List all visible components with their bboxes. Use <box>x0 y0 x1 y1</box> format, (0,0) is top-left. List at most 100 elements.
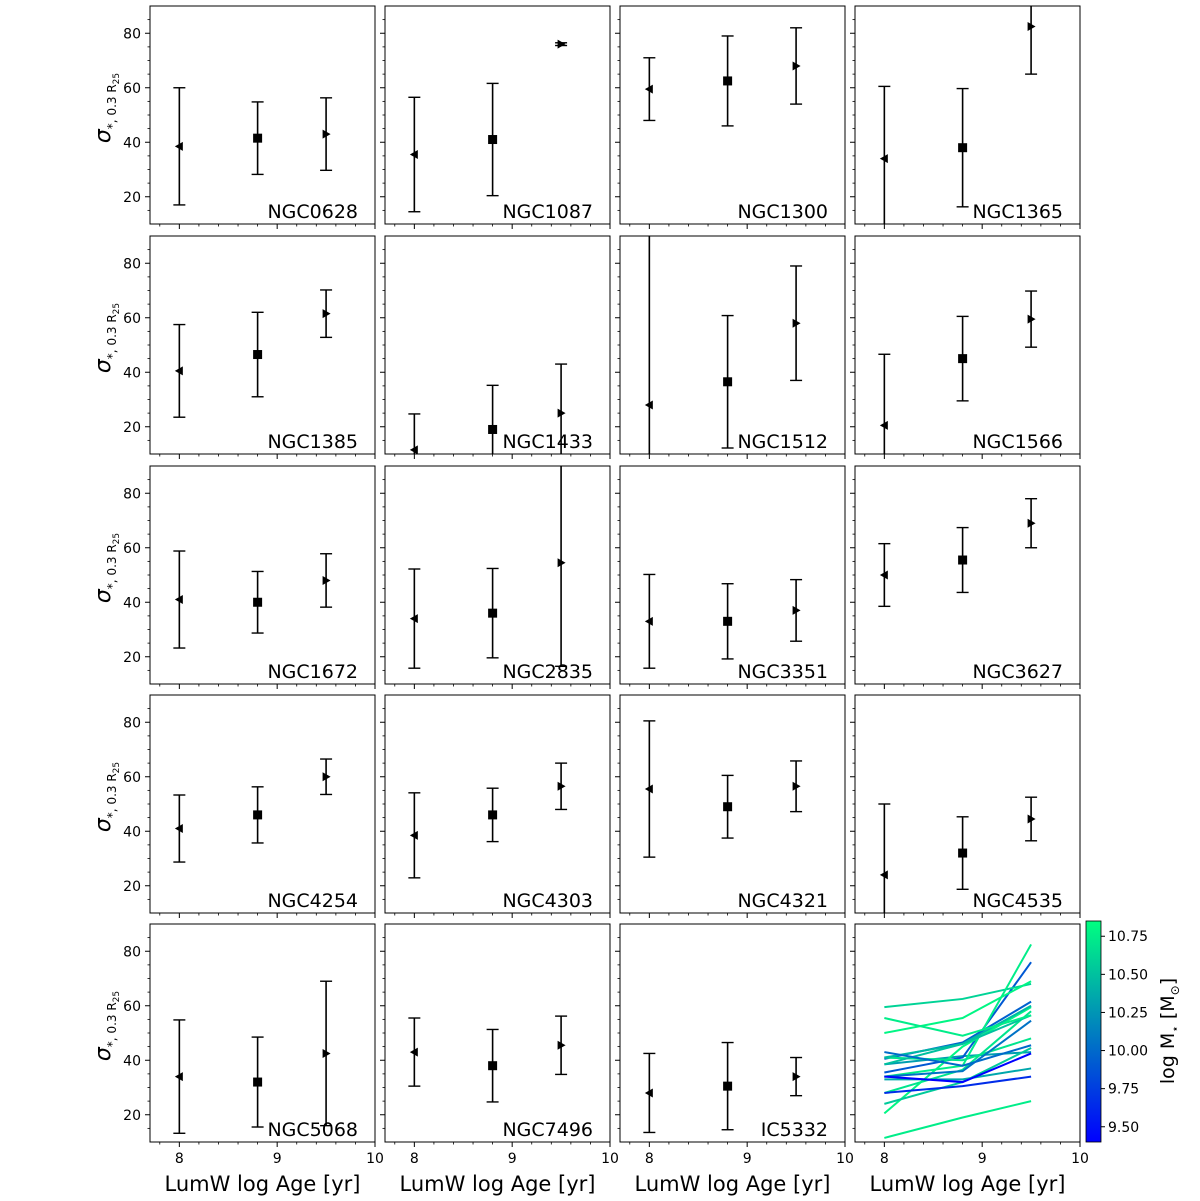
y-axis-label: σ*, 0.3 R25 <box>91 991 122 1061</box>
x-axis-label: LumW log Age [yr] <box>635 1172 831 1196</box>
y-label-subsubscript: 25 <box>112 533 122 544</box>
colorbar-gradient <box>1085 920 1102 1143</box>
y-label-subscript: *, 0.3 R <box>105 773 119 818</box>
plot-area <box>173 980 333 1134</box>
data-point <box>409 445 418 454</box>
data-point <box>409 150 418 160</box>
x-axis-label: LumW log Age [yr] <box>400 1172 596 1196</box>
y-label-subsubscript: 25 <box>112 762 122 773</box>
plot-area <box>173 289 333 418</box>
panel: NGC1087 <box>380 5 611 229</box>
data-point <box>174 1072 183 1082</box>
y-label-symbol: σ <box>91 358 116 373</box>
data-point <box>792 318 801 328</box>
data-point <box>409 614 418 624</box>
y-tick-label: 80 <box>123 26 141 42</box>
plot-area <box>643 1041 803 1134</box>
colorbar-label-unit-sub: ⊙ <box>1168 985 1182 995</box>
panel-frame <box>854 465 1081 685</box>
galaxy-name-label: NGC1385 <box>267 431 358 453</box>
plot-area <box>173 550 333 649</box>
y-label-symbol: σ <box>91 817 116 832</box>
galaxy-name-label: IC5332 <box>761 1119 828 1141</box>
data-point <box>723 377 733 387</box>
data-point <box>792 781 801 791</box>
plot-area <box>878 6 1038 224</box>
colorbar-label-unit: [M <box>1157 995 1179 1025</box>
data-point <box>322 575 331 585</box>
data-point <box>322 772 331 782</box>
galaxy-name-label: NGC2835 <box>502 661 593 683</box>
plot-area <box>643 27 803 127</box>
data-point <box>557 781 566 791</box>
panel: NGC1512 <box>615 235 846 459</box>
y-label-subscript: *, 0.3 R <box>105 1002 119 1047</box>
y-tick-label: 20 <box>123 650 141 666</box>
y-label-subsubscript: 25 <box>112 303 122 314</box>
data-point <box>1027 21 1036 31</box>
x-tick-label: 9 <box>273 1151 282 1167</box>
y-tick-label: 60 <box>123 770 141 786</box>
data-point <box>253 597 263 607</box>
mass-line <box>884 980 1032 1034</box>
panel-frame <box>149 923 376 1143</box>
data-point <box>174 366 183 376</box>
data-point <box>879 154 888 164</box>
data-point <box>557 558 566 568</box>
y-axis-label: σ*, 0.3 R25 <box>91 73 122 143</box>
mass-line <box>884 1019 1032 1078</box>
panel: NGC1433 <box>380 235 611 459</box>
data-point <box>958 555 968 565</box>
y-axis-label: σ*, 0.3 R25 <box>91 303 122 373</box>
y-tick-label: 80 <box>123 486 141 502</box>
data-point <box>253 1077 263 1087</box>
y-label-subsubscript: 25 <box>112 991 122 1002</box>
plot-area <box>643 573 803 669</box>
data-point <box>488 424 498 434</box>
y-label-symbol: σ <box>91 128 116 143</box>
galaxy-name-label: NGC5068 <box>267 1119 358 1141</box>
y-tick-label: 40 <box>123 1053 141 1069</box>
panel: 20 40 60 80 NGC0628 σ*, 0.3 R25 <box>91 5 376 229</box>
data-point <box>723 616 733 626</box>
panel: 20 40 60 80 NGC1672 σ*, 0.3 R25 <box>91 465 376 689</box>
galaxy-name-label: NGC4535 <box>972 890 1063 912</box>
galaxy-name-label: NGC1512 <box>737 431 828 453</box>
y-tick-label: 20 <box>123 1108 141 1124</box>
y-tick-label: 40 <box>123 824 141 840</box>
x-tick-label: 8 <box>410 1151 419 1167</box>
data-point <box>557 39 566 49</box>
panel: 20 40 60 80 NGC4254 σ*, 0.3 R25 <box>91 694 376 918</box>
data-point <box>557 408 566 418</box>
data-point <box>253 133 263 143</box>
panel-frame <box>619 923 846 1143</box>
data-point <box>174 824 183 834</box>
panel-frame <box>384 465 611 685</box>
mass-line <box>884 1010 1032 1094</box>
x-tick-label: 9 <box>978 1151 987 1167</box>
x-tick-label: 9 <box>508 1151 517 1167</box>
plot-area <box>408 1015 568 1103</box>
colorbar: 9.50 9.75 10.00 10.25 10.50 10.75 log M⋆ [M⊙] <box>1085 920 1182 1143</box>
x-tick-label: 10 <box>601 1151 619 1167</box>
plot-area <box>878 498 1038 608</box>
panel: NGC3627 <box>850 465 1081 689</box>
panel: 20 40 60 80 NGC1385 σ*, 0.3 R25 <box>91 235 376 459</box>
colorbar-label-text: log M <box>1157 1033 1179 1084</box>
data-point <box>723 802 733 812</box>
panel-frame <box>149 694 376 914</box>
y-label-symbol: σ <box>91 1046 116 1061</box>
data-point <box>1027 314 1036 324</box>
y-axis-label: σ*, 0.3 R25 <box>91 762 122 832</box>
galaxy-name-label: NGC0628 <box>267 201 358 223</box>
y-label-subscript: *, 0.3 R <box>105 544 119 589</box>
data-point <box>958 354 968 364</box>
panel: NGC1566 <box>850 235 1081 459</box>
panel-frame <box>384 923 611 1143</box>
data-point <box>792 61 801 71</box>
plot-area <box>408 39 568 213</box>
galaxy-name-label: NGC4303 <box>502 890 593 912</box>
data-point <box>488 135 498 145</box>
